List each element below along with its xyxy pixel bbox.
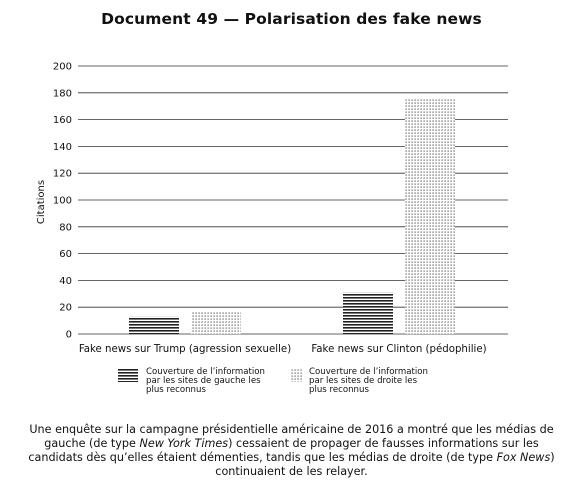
legend-right-line2: par les sites de droite les xyxy=(309,376,418,386)
y-tick-label: 0 xyxy=(66,330,72,341)
chart-title: Document 49 — Polarisation des fake news xyxy=(101,10,482,28)
legend-right-line3: plus reconnus xyxy=(309,385,369,395)
caption-part1: Une enquête sur la campagne présidentiel… xyxy=(29,423,554,450)
bar-chart: 0 20 40 60 80 100 120 140 160 180 200 Fake news su… xyxy=(36,62,508,395)
legend-left-line3: plus reconnus xyxy=(146,385,206,395)
caption: Une enquête sur la campagne présidentiel… xyxy=(20,423,563,479)
caption-em1: New York Times xyxy=(139,437,229,450)
legend-left-line2: par les sites de gauche les xyxy=(146,376,261,386)
y-tick-label: 80 xyxy=(59,222,72,233)
caption-part2: ) cessaient de propager de fausses infor… xyxy=(28,437,539,464)
y-tick-label: 20 xyxy=(59,303,72,314)
category-labels: Fake news sur Trump (agression sexuelle)… xyxy=(79,343,487,355)
y-tick-label: 140 xyxy=(53,142,72,153)
y-tick-label: 40 xyxy=(59,276,72,287)
caption-part3: ) continuaient de les relayer. xyxy=(215,451,555,478)
y-tick-labels: 0 20 40 60 80 100 120 140 160 180 200 xyxy=(53,62,72,341)
legend-left-line1: Couverture de l’information xyxy=(146,367,265,377)
legend-swatch-right xyxy=(291,368,303,382)
legend-right-line1: Couverture de l’information xyxy=(309,367,428,377)
y-tick-label: 120 xyxy=(53,169,72,180)
y-tick-label: 180 xyxy=(53,88,72,99)
y-axis-label: Citations xyxy=(36,180,47,224)
legend-text-left: Couverture de l’information par les site… xyxy=(146,367,268,395)
y-tick-label: 200 xyxy=(53,62,72,73)
legend-swatch-left xyxy=(118,368,138,382)
y-tick-label: 160 xyxy=(53,115,72,126)
bar-series2-cat1 xyxy=(191,311,241,334)
bars xyxy=(129,99,455,334)
caption-em2: Fox News xyxy=(496,451,551,464)
bar-series1-cat1 xyxy=(129,316,179,334)
category-label: Fake news sur Clinton (pédophilie) xyxy=(311,343,486,355)
y-tick-label: 60 xyxy=(59,249,72,260)
y-tick-label: 100 xyxy=(53,196,72,207)
category-label: Fake news sur Trump (agression sexuelle) xyxy=(79,344,291,355)
legend-text-right: Couverture de l’information par les site… xyxy=(309,367,431,395)
bar-series2-cat2 xyxy=(405,99,455,334)
bar-series1-cat2 xyxy=(343,292,393,334)
